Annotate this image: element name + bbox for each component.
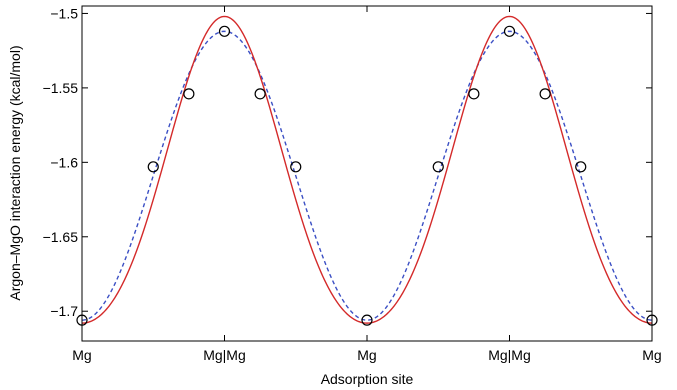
y-tick-label-3: −1.65 — [43, 229, 79, 245]
dashed-fit-curve — [81, 30, 653, 321]
x-tick-label-0: Mg — [72, 347, 91, 363]
x-tick-label-4: Mg — [642, 347, 661, 363]
x-tick-label-1: Mg|Mg — [203, 347, 246, 363]
data-point-4 — [254, 88, 266, 100]
x-tick-label-3: Mg|Mg — [488, 347, 531, 363]
data-point-6 — [361, 314, 373, 326]
solid-fit-curve — [81, 15, 653, 324]
tick-labels-layer: −1.5 −1.55 −1.6 −1.65 −1.7 Mg Mg|Mg Mg Mg|Mg Mg — [43, 5, 662, 363]
y-tick-label-0: −1.5 — [50, 5, 78, 21]
y-tick-label-4: −1.7 — [50, 303, 78, 319]
data-point-5 — [290, 161, 302, 173]
data-point-9 — [503, 25, 516, 37]
y-axis-label: Argon–MgO interaction energy (kcal/mol) — [7, 45, 23, 300]
curves-layer — [81, 15, 653, 324]
ticks-layer — [81, 6, 653, 341]
data-point-1 — [147, 161, 159, 173]
markers-layer — [76, 25, 658, 326]
data-point-8 — [468, 88, 480, 100]
data-point-7 — [432, 161, 444, 173]
data-point-11 — [575, 161, 587, 173]
y-tick-label-1: −1.55 — [43, 80, 79, 96]
data-point-10 — [539, 88, 551, 100]
x-axis-label: Adsorption site — [321, 371, 414, 387]
data-point-2 — [183, 88, 195, 100]
x-tick-label-2: Mg — [357, 347, 376, 363]
plot-background — [82, 6, 652, 341]
y-tick-label-2: −1.6 — [50, 154, 78, 170]
data-point-3 — [218, 25, 231, 37]
